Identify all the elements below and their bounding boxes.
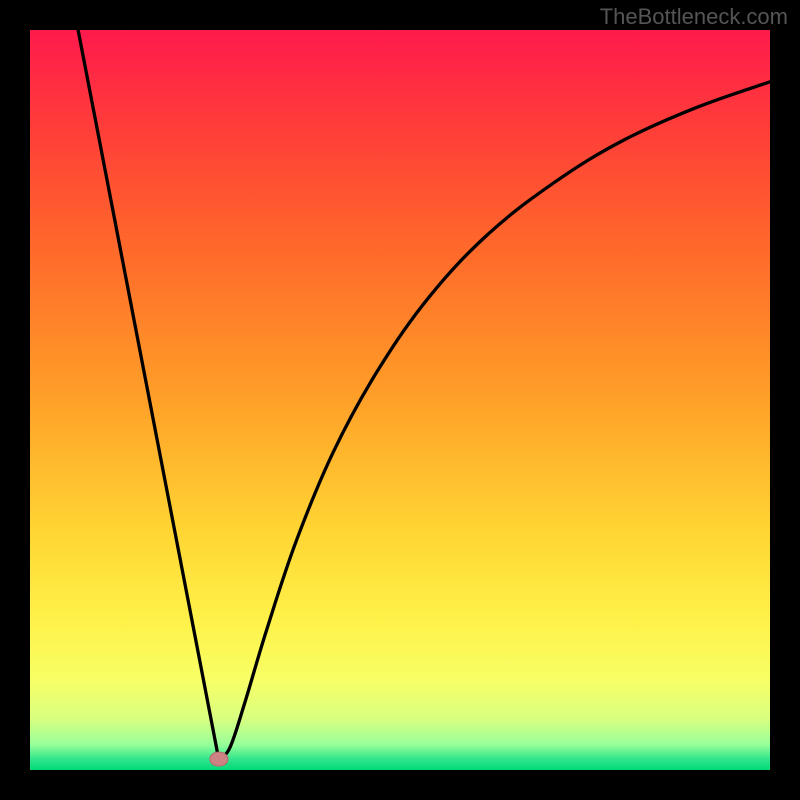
optimal-point-marker	[209, 751, 228, 766]
plot-area	[30, 30, 770, 770]
bottleneck-curve	[30, 30, 770, 770]
chart-container: TheBottleneck.com	[0, 0, 800, 800]
watermark-text: TheBottleneck.com	[600, 4, 788, 30]
